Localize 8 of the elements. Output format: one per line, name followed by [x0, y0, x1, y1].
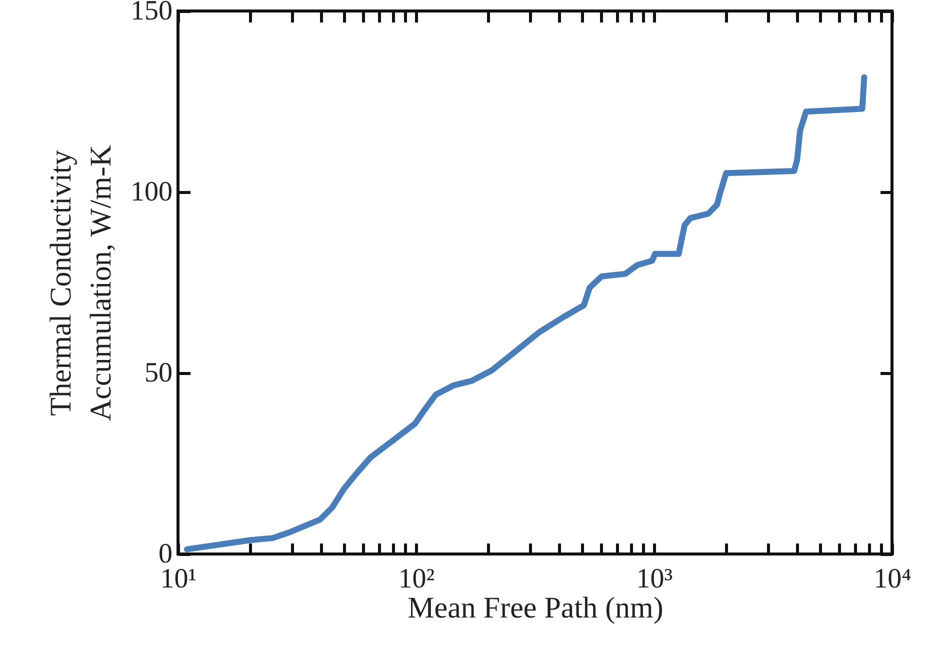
y-tick-label: 50 — [144, 358, 172, 388]
x-tick-label: 10⁴ — [874, 564, 912, 594]
x-axis-title: Mean Free Path (nm) — [408, 592, 664, 624]
y-tick-label: 150 — [130, 0, 172, 26]
y-axis-title: Thermal Conductivity Accumulation, W/m-K — [44, 144, 118, 422]
x-tick-label: 10³ — [636, 564, 673, 594]
y-tick-label: 100 — [130, 176, 172, 208]
x-tick-label: 10² — [398, 564, 435, 594]
